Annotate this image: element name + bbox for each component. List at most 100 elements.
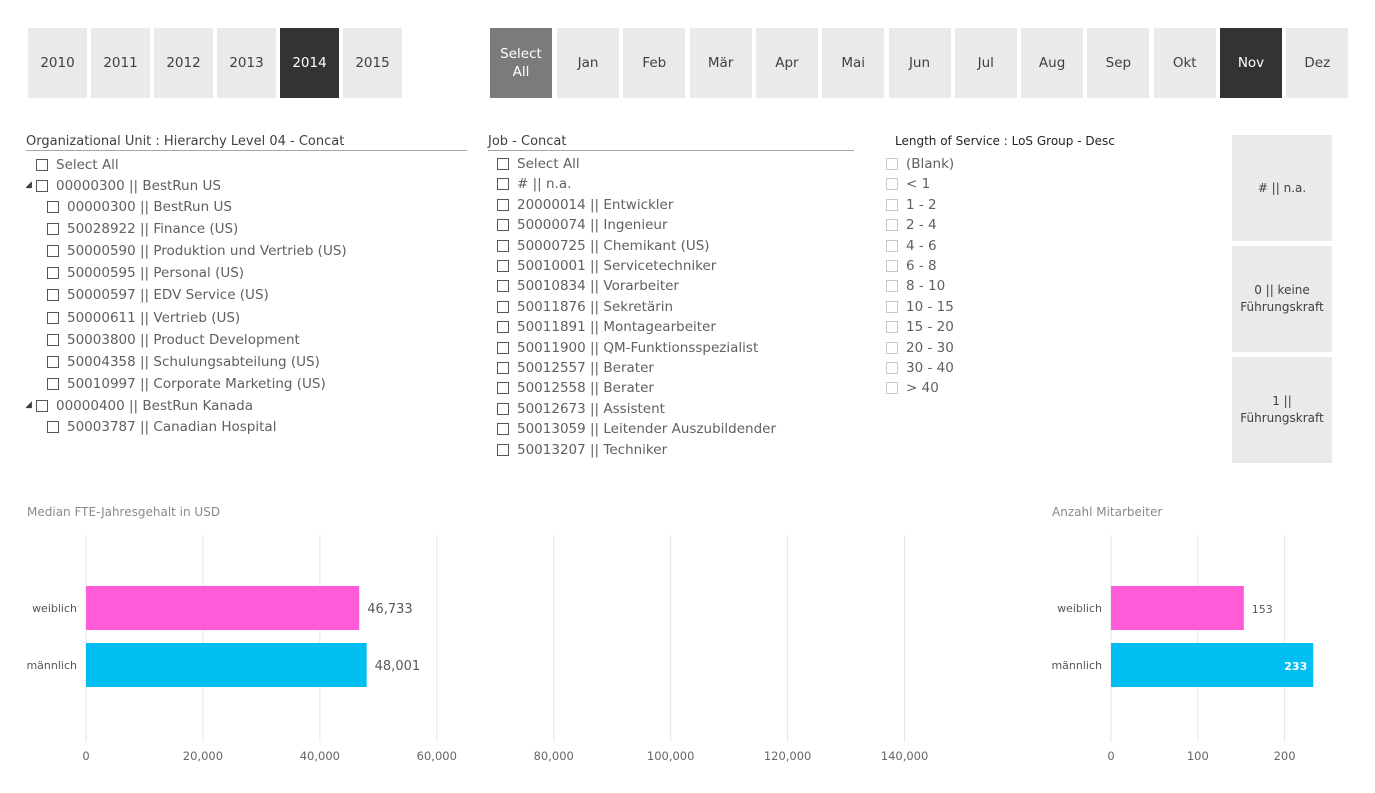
checkbox-icon[interactable] bbox=[886, 158, 898, 170]
los-item[interactable]: (Blank) bbox=[886, 156, 954, 172]
month-select-all-tile[interactable]: Select All bbox=[490, 28, 552, 98]
checkbox-icon[interactable] bbox=[497, 260, 509, 272]
checkbox-icon[interactable] bbox=[47, 420, 59, 433]
checkbox-icon[interactable] bbox=[886, 198, 898, 211]
checkbox-icon[interactable] bbox=[497, 280, 509, 293]
checkbox-icon[interactable] bbox=[886, 300, 898, 313]
los-item[interactable]: 10 - 15 bbox=[886, 299, 954, 315]
checkbox-icon[interactable] bbox=[36, 159, 48, 171]
job-item[interactable]: 50012673 || Assistent bbox=[497, 401, 665, 417]
checkbox-icon[interactable] bbox=[497, 219, 509, 232]
checkbox-icon[interactable] bbox=[47, 245, 59, 258]
job-item[interactable]: 50012557 || Berater bbox=[497, 360, 654, 376]
checkbox-icon[interactable] bbox=[47, 311, 59, 324]
checkbox-icon[interactable] bbox=[47, 223, 59, 236]
month-tile-aug[interactable]: Aug bbox=[1021, 28, 1084, 98]
job-item[interactable]: 50000725 || Chemikant (US) bbox=[497, 238, 710, 254]
month-tile-mai[interactable]: Mai bbox=[822, 28, 885, 98]
checkbox-icon[interactable] bbox=[886, 341, 898, 354]
job-item[interactable]: 50013059 || Leitender Auszubildender bbox=[497, 421, 776, 437]
month-tile-m-r[interactable]: Mär bbox=[689, 28, 752, 98]
checkbox-icon[interactable] bbox=[886, 280, 898, 293]
month-tile-jan[interactable]: Jan bbox=[557, 28, 619, 98]
checkbox-icon[interactable] bbox=[497, 362, 509, 374]
month-tile-jun[interactable]: Jun bbox=[888, 28, 951, 98]
checkbox-icon[interactable] bbox=[886, 178, 898, 191]
checkbox-icon[interactable] bbox=[497, 178, 509, 191]
checkbox-icon[interactable] bbox=[886, 362, 898, 374]
los-item[interactable]: 8 - 10 bbox=[886, 278, 945, 294]
month-tile-nov[interactable]: Nov bbox=[1220, 28, 1282, 98]
los-item[interactable]: 20 - 30 bbox=[886, 340, 954, 356]
year-tile-2012[interactable]: 2012 bbox=[154, 28, 213, 98]
checkbox-icon[interactable] bbox=[497, 341, 509, 354]
checkbox-icon[interactable] bbox=[497, 300, 509, 313]
job-item[interactable]: 50010001 || Servicetechniker bbox=[497, 258, 716, 274]
los-item[interactable]: < 1 bbox=[886, 176, 930, 192]
checkbox-icon[interactable] bbox=[497, 321, 509, 334]
org-child-item[interactable]: 50003800 || Product Development bbox=[47, 332, 300, 348]
org-child-item[interactable]: 00000300 || BestRun US bbox=[47, 199, 232, 215]
checkbox-icon[interactable] bbox=[886, 260, 898, 272]
checkbox-icon[interactable] bbox=[47, 201, 59, 213]
month-tile-jul[interactable]: Jul bbox=[954, 28, 1017, 98]
checkbox-icon[interactable] bbox=[47, 289, 59, 302]
checkbox-icon[interactable] bbox=[497, 198, 509, 211]
los-item[interactable]: 2 - 4 bbox=[886, 217, 937, 233]
org-child-item[interactable]: 50000611 || Vertrieb (US) bbox=[47, 310, 240, 326]
month-tile-dez[interactable]: Dez bbox=[1286, 28, 1349, 98]
org-child-item[interactable]: 50004358 || Schulungsabteilung (US) bbox=[47, 354, 320, 370]
expand-collapse-icon[interactable]: ◢ bbox=[26, 180, 32, 190]
los-item[interactable]: 30 - 40 bbox=[886, 360, 954, 376]
leader-tile[interactable]: # || n.a. bbox=[1232, 135, 1332, 241]
month-tile-feb[interactable]: Feb bbox=[623, 28, 686, 98]
job-item[interactable]: 50012558 || Berater bbox=[497, 380, 654, 396]
checkbox-icon[interactable] bbox=[497, 423, 509, 436]
checkbox-icon[interactable] bbox=[36, 180, 48, 192]
org-child-item[interactable]: 50000595 || Personal (US) bbox=[47, 265, 244, 281]
los-item[interactable]: 1 - 2 bbox=[886, 197, 937, 213]
checkbox-icon[interactable] bbox=[47, 333, 59, 346]
checkbox-icon[interactable] bbox=[47, 377, 59, 390]
checkbox-icon[interactable] bbox=[886, 321, 898, 334]
month-tile-okt[interactable]: Okt bbox=[1153, 28, 1216, 98]
checkbox-icon[interactable] bbox=[497, 402, 509, 415]
checkbox-icon[interactable] bbox=[886, 382, 898, 395]
checkbox-icon[interactable] bbox=[47, 355, 59, 368]
month-tile-sep[interactable]: Sep bbox=[1087, 28, 1150, 98]
job-select-all[interactable]: Select All bbox=[497, 156, 580, 172]
year-tile-2013[interactable]: 2013 bbox=[217, 28, 276, 98]
org-group-item[interactable]: 00000400 || BestRun Kanada bbox=[36, 398, 253, 414]
los-item[interactable]: 4 - 6 bbox=[886, 238, 937, 254]
org-group-item[interactable]: 00000300 || BestRun US bbox=[36, 178, 221, 194]
checkbox-icon[interactable] bbox=[497, 158, 509, 170]
year-tile-2015[interactable]: 2015 bbox=[343, 28, 402, 98]
job-item[interactable]: 50011876 || Sekretärin bbox=[497, 299, 673, 315]
checkbox-icon[interactable] bbox=[36, 399, 48, 412]
org-child-item[interactable]: 50028922 || Finance (US) bbox=[47, 221, 238, 237]
checkbox-icon[interactable] bbox=[47, 267, 59, 280]
job-item[interactable]: 20000014 || Entwickler bbox=[497, 197, 673, 213]
org-child-item[interactable]: 50003787 || Canadian Hospital bbox=[47, 419, 276, 435]
checkbox-icon[interactable] bbox=[497, 239, 509, 252]
checkbox-icon[interactable] bbox=[886, 239, 898, 252]
job-item[interactable]: # || n.a. bbox=[497, 176, 571, 192]
job-item[interactable]: 50011891 || Montagearbeiter bbox=[497, 319, 716, 335]
leader-tile[interactable]: 0 || keine Führungskraft bbox=[1232, 246, 1332, 352]
expand-collapse-icon[interactable]: ◢ bbox=[26, 399, 32, 410]
los-item[interactable]: 15 - 20 bbox=[886, 319, 954, 335]
year-tile-2014[interactable]: 2014 bbox=[280, 28, 339, 98]
year-tile-2011[interactable]: 2011 bbox=[91, 28, 150, 98]
leader-tile[interactable]: 1 || Führungskraft bbox=[1232, 357, 1332, 463]
org-child-item[interactable]: 50000597 || EDV Service (US) bbox=[47, 287, 269, 303]
checkbox-icon[interactable] bbox=[497, 382, 509, 395]
checkbox-icon[interactable] bbox=[497, 443, 509, 456]
job-item[interactable]: 50013207 || Techniker bbox=[497, 442, 667, 458]
year-tile-2010[interactable]: 2010 bbox=[28, 28, 87, 98]
job-item[interactable]: 50000074 || Ingenieur bbox=[497, 217, 668, 233]
month-tile-apr[interactable]: Apr bbox=[755, 28, 818, 98]
los-item[interactable]: 6 - 8 bbox=[886, 258, 937, 274]
job-item[interactable]: 50010834 || Vorarbeiter bbox=[497, 278, 679, 294]
checkbox-icon[interactable] bbox=[886, 219, 898, 232]
org-select-all[interactable]: Select All bbox=[36, 157, 119, 173]
